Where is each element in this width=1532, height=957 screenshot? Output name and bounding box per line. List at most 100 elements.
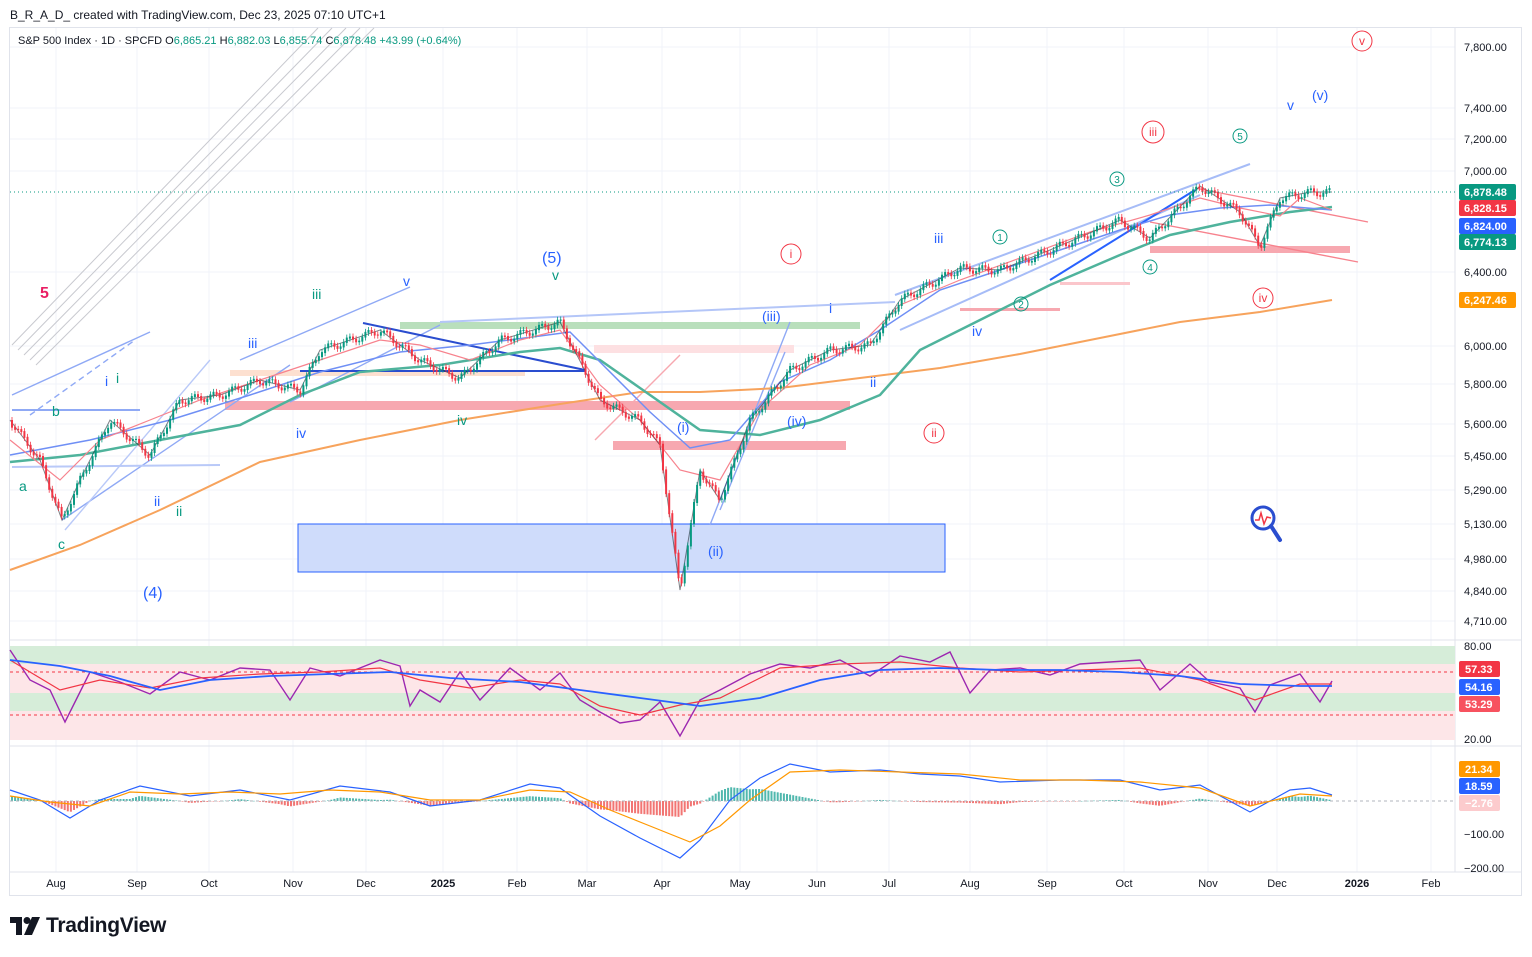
candle [175, 399, 178, 414]
macd-bar [283, 801, 286, 806]
macd-bar [879, 799, 881, 801]
macd-bar [965, 801, 968, 803]
circled-label: ii [923, 422, 945, 444]
candle [466, 366, 469, 374]
candle [882, 320, 885, 337]
candle [581, 352, 584, 368]
candle [1201, 184, 1204, 196]
candle [110, 420, 113, 432]
rsi-line [9, 649, 1333, 738]
time-tick: Sep [1037, 878, 1057, 890]
candle [1266, 223, 1269, 242]
macd-bar [1092, 800, 1095, 802]
magnifier-icon[interactable] [1250, 505, 1282, 542]
macd-bar [634, 801, 637, 814]
candle [379, 329, 382, 339]
macd-bar [810, 798, 813, 801]
macd-axis[interactable]: −100.00 −200.00 21.34 18.59 −2.76 [1459, 761, 1504, 875]
macd-bar [128, 799, 131, 801]
candle [299, 388, 302, 398]
candle [63, 510, 66, 520]
candle [748, 414, 751, 434]
macd-bar [999, 801, 1002, 805]
candle [104, 429, 106, 439]
candle [383, 327, 385, 337]
circled-label: iv [1252, 287, 1274, 309]
macd-bar [20, 797, 23, 801]
candle [1167, 218, 1170, 231]
candle [361, 333, 364, 345]
macd-bar [190, 801, 193, 803]
candle [162, 429, 165, 440]
candle [547, 323, 550, 333]
candle [1210, 187, 1213, 196]
macd-bar [159, 798, 162, 801]
low-label: L [273, 35, 280, 47]
macd-bar [435, 801, 438, 806]
candle [88, 461, 91, 474]
tradingview-logo[interactable]: TradingView [10, 914, 166, 938]
time-tick: Nov [1198, 878, 1218, 890]
candle [1037, 248, 1040, 261]
macd-bar [1319, 797, 1322, 801]
macd-bar [1080, 800, 1083, 802]
time-tick: Feb [1422, 878, 1441, 890]
candle [240, 385, 243, 395]
macd-bar [538, 796, 540, 801]
candle [1030, 257, 1033, 266]
macd-bar [550, 797, 553, 801]
time-axis[interactable]: Aug Sep Oct Nov Dec 2025 Feb Mar Apr May Jun Jul Aug… [46, 878, 1440, 890]
macd-bar [1322, 798, 1325, 801]
candle [469, 366, 472, 375]
symbol-label[interactable]: S&P 500 Index · 1D · SPCFD [18, 35, 163, 47]
macd-bar [792, 795, 795, 801]
candle [879, 329, 881, 343]
candle [559, 316, 562, 324]
rsi-axis[interactable]: 80.00 20.00 57.33 54.16 53.29 [1459, 641, 1500, 746]
macd-bar [54, 801, 57, 807]
candle [153, 440, 156, 457]
price-tick: 5,130.00 [1464, 519, 1507, 531]
candle [652, 430, 655, 439]
candle [317, 353, 320, 364]
price-tick: 7,200.00 [1464, 134, 1507, 146]
macd-bar [23, 798, 26, 801]
label-v-small: v [1287, 97, 1294, 113]
macd-bar [110, 799, 113, 801]
price-axis[interactable]: 7,800.00 7,400.00 7,200.00 7,000.00 6,400.00… [1459, 42, 1516, 628]
macd-bar [342, 797, 345, 801]
price-badge: 6,878.48 [1459, 184, 1516, 200]
macd-bar [990, 801, 993, 804]
macd-bar [299, 801, 302, 805]
circled-label: iii [1141, 120, 1165, 144]
macd-bar [978, 801, 981, 804]
candle [1086, 233, 1089, 242]
candle [407, 342, 410, 354]
macd-bar [693, 801, 695, 806]
macd-bar [674, 801, 677, 817]
candle [1257, 232, 1260, 249]
chart-frame [9, 27, 1522, 896]
macd-bar [829, 801, 832, 803]
candle [1247, 220, 1250, 229]
macd-bar [286, 801, 289, 806]
candle [1034, 253, 1036, 265]
macd-bar [993, 801, 996, 804]
macd-bar [432, 801, 435, 806]
macd-bar [147, 796, 150, 801]
candle [1173, 205, 1176, 219]
macd-bar [640, 801, 643, 814]
candle [860, 344, 863, 355]
macd-bar [1027, 801, 1030, 802]
candle [525, 326, 528, 337]
price-tick: 5,290.00 [1464, 485, 1507, 497]
candle [107, 424, 110, 437]
svg-text:iii: iii [1149, 125, 1157, 139]
macd-bar [423, 801, 426, 805]
macd-bar [742, 788, 745, 801]
candle [857, 346, 860, 355]
candle [339, 343, 342, 352]
candle [376, 331, 379, 339]
macd-bar [823, 801, 826, 802]
